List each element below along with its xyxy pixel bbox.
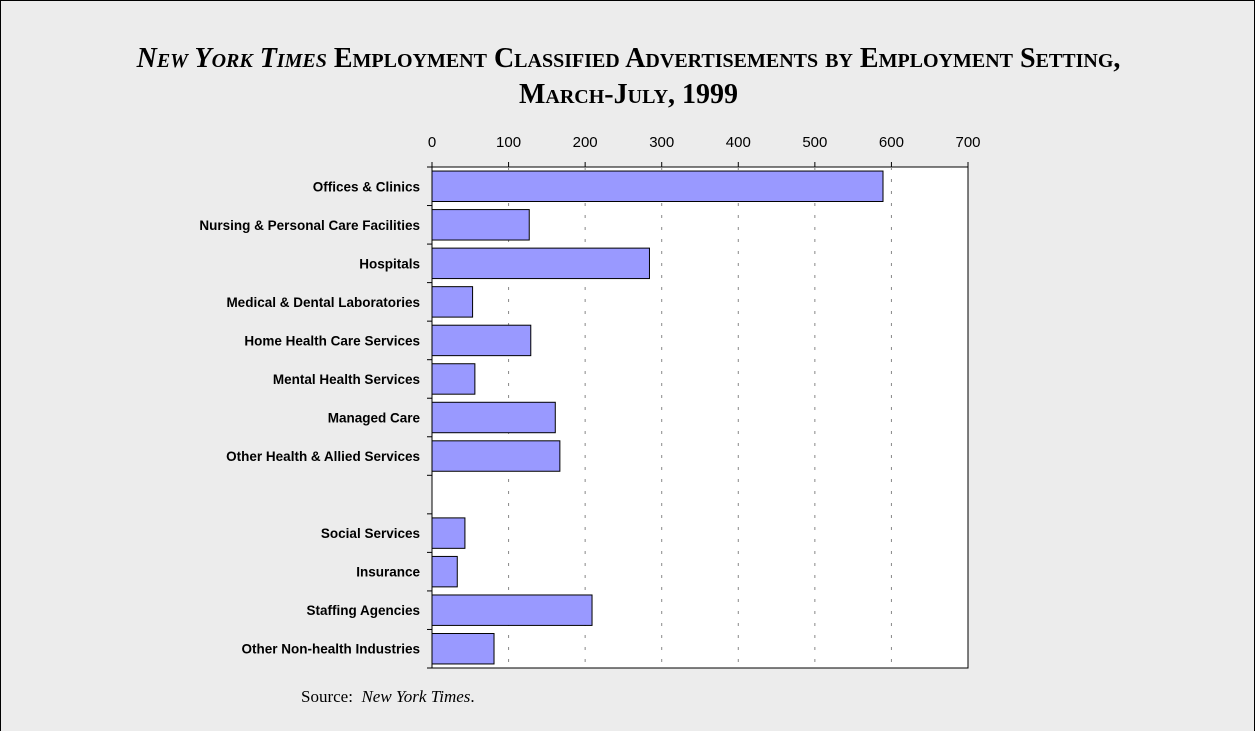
x-tick-label-400: 400	[726, 134, 751, 151]
title-line2: March-July, 1999	[518, 79, 739, 110]
category-label: Staffing Agencies	[306, 603, 420, 618]
category-label: Nursing & Personal Care Facilities	[199, 218, 420, 233]
x-tick-label-500: 500	[802, 134, 827, 151]
bar	[431, 517, 466, 549]
bar	[431, 170, 884, 202]
x-tick-label-100: 100	[496, 134, 521, 151]
category-label: Hospitals	[359, 256, 420, 271]
source-label: Source:	[301, 687, 353, 706]
chart-title: New York Times Employment Classified Adv…	[21, 41, 1236, 113]
bar	[431, 633, 495, 665]
bar	[431, 363, 476, 395]
bar	[431, 324, 532, 357]
category-label: Medical & Dental Laboratories	[226, 295, 420, 310]
x-tick-label-700: 700	[955, 134, 980, 151]
bar	[431, 440, 561, 472]
category-label: Offices & Clinics	[313, 179, 420, 194]
bar	[431, 401, 556, 434]
category-label: Other Non-health Industries	[241, 642, 420, 657]
source-trailing: .	[470, 687, 475, 706]
category-label: Home Health Care Services	[244, 333, 420, 348]
category-label: Mental Health Services	[273, 372, 420, 387]
x-tick-label-300: 300	[649, 134, 674, 151]
title-line1-rest: Employment Classified Advertisements by …	[326, 43, 1121, 74]
bar	[431, 209, 530, 241]
category-label: Other Health & Allied Services	[226, 449, 420, 464]
x-tick-label-200: 200	[573, 134, 598, 151]
x-tick-label-600: 600	[879, 134, 904, 151]
bar	[431, 594, 593, 626]
title-italic-part: New York Times	[136, 43, 327, 74]
bar	[431, 555, 458, 588]
category-label: Social Services	[321, 526, 420, 541]
source-note: Source: New York Times.	[301, 687, 475, 707]
source-name: New York Times	[361, 687, 471, 706]
category-label: Managed Care	[328, 411, 421, 426]
x-tick-label-0: 0	[428, 134, 436, 151]
bar	[431, 247, 650, 280]
category-label: Insurance	[356, 565, 420, 580]
bar	[431, 286, 474, 318]
